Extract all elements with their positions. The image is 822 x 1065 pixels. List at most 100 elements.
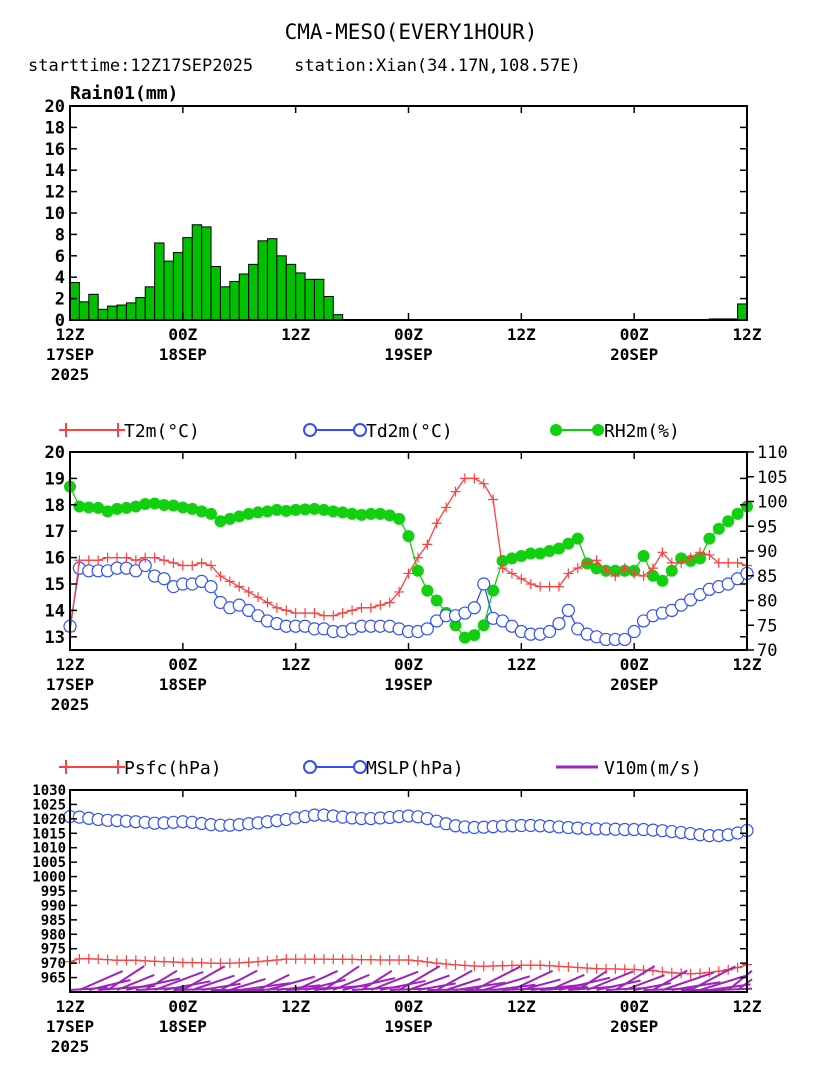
wind-barb (88, 979, 131, 991)
wind-barb (229, 977, 266, 991)
psfc-point (412, 955, 423, 966)
t2m-point (93, 555, 104, 566)
wind-barb (493, 983, 536, 991)
psfc-legend-label: Psfc(hPa) (124, 758, 222, 779)
y-tick-label: 6 (55, 247, 65, 267)
y-tick-label: 4 (55, 268, 65, 288)
y-tick-label: 985 (41, 913, 66, 929)
wind-barb (116, 974, 155, 991)
y-tick-label: 965 (41, 971, 66, 987)
y-tick-label: 90 (757, 542, 777, 562)
y-tick-label: 14 (45, 161, 65, 181)
t2m-point (271, 602, 282, 613)
psfc-point (168, 956, 179, 967)
rh2m-point (637, 549, 650, 562)
rain-plot-frame (69, 105, 748, 321)
rh2m-point (252, 506, 265, 519)
t2m-point (619, 563, 630, 574)
wind-barb (267, 975, 316, 991)
rain-bar (107, 305, 118, 321)
psfc-point (525, 960, 536, 971)
rh2m-point (449, 619, 462, 632)
td2m-point (420, 622, 434, 636)
psfc-point (112, 955, 123, 966)
rain-bar (88, 293, 99, 321)
y-tick-label: 75 (757, 616, 777, 636)
t2m-point (459, 473, 470, 484)
psfc-point (262, 955, 273, 966)
psfc-point (337, 954, 348, 965)
td2m-point (542, 624, 557, 639)
y-tick-label: 100 (757, 493, 788, 513)
t2m-point (563, 568, 574, 579)
t2m-point (469, 473, 480, 484)
rh2m-legend-label: RH2m(%) (604, 421, 680, 442)
wind-barb (182, 965, 226, 991)
y-tick-label: 110 (757, 443, 788, 463)
x-tick-label: 12Z (507, 655, 536, 674)
rain-ylabel: Rain01(mm) (70, 83, 178, 104)
psfc-point (243, 957, 254, 968)
wind-barb (154, 970, 204, 991)
t2m-point (450, 486, 461, 497)
psfc-point (74, 953, 85, 964)
t2m-point (525, 579, 536, 589)
rh2m-point (346, 507, 359, 520)
td2m-point (467, 601, 481, 615)
wind-barb (69, 986, 108, 991)
t2m-point (102, 552, 113, 563)
t2m-point (506, 568, 517, 579)
psfc-point (629, 964, 640, 975)
t2m-point (234, 581, 245, 592)
y-tick-label: 975 (41, 942, 66, 958)
x-tick-label: 00Z (168, 997, 197, 1016)
psfc-point (666, 967, 677, 978)
y-tick-label: 1010 (32, 841, 66, 857)
v10m-legend: V10m(m/s) (556, 758, 702, 779)
psfc-point (224, 958, 235, 969)
rain-bars (69, 224, 748, 321)
mslp-legend: MSLP(hPa) (303, 758, 464, 779)
rain-bar (238, 273, 250, 321)
wind-barb (483, 975, 531, 991)
x-tick-label: 00Z (168, 655, 197, 674)
y-tick-label: 95 (757, 517, 777, 537)
wind-barb (549, 973, 585, 991)
t2m-point (168, 557, 179, 568)
y-tick-label: 70 (757, 641, 777, 661)
rh2m-point (308, 502, 321, 515)
pressure-y-ticks: 9659709759809859909951000100510101015102… (32, 783, 747, 987)
t2m-point (290, 608, 301, 619)
rain-bar (125, 302, 137, 321)
y-tick-label: 995 (41, 884, 66, 900)
wind-barb (257, 973, 290, 991)
rh2m-point (393, 512, 406, 525)
rh2m-point (552, 542, 565, 555)
td2m-point (627, 624, 641, 639)
wind-barb (295, 970, 339, 991)
x-tick-label: 18SEP (159, 1017, 207, 1036)
pressure-panel: Psfc(hPa) MSLP(hPa) V10m(m/s) 9659709759… (32, 758, 762, 1056)
x-tick-label: 00Z (168, 325, 197, 344)
rh2m-point (411, 564, 424, 577)
temp-series (63, 473, 754, 647)
psfc-point (309, 954, 320, 965)
y-tick-label: 10 (45, 204, 65, 224)
rh2m-point (336, 506, 349, 519)
t2m-point (431, 518, 442, 529)
rh2m-point (524, 547, 537, 560)
rh2m-point (590, 562, 603, 575)
psfc-point (281, 954, 292, 965)
x-tick-label: 19SEP (384, 345, 432, 364)
psfc-point (450, 959, 461, 970)
y-tick-label: 15 (45, 575, 65, 595)
t2m-point (544, 581, 555, 592)
rh2m-point (317, 503, 330, 516)
rh2m-point (505, 552, 518, 565)
t2m-point (215, 571, 226, 582)
rh2m-point (430, 594, 443, 607)
rh2m-point (120, 501, 133, 514)
rh2m-point (214, 515, 227, 528)
x-tick-label: 12Z (507, 997, 536, 1016)
wind-barb (323, 965, 360, 991)
